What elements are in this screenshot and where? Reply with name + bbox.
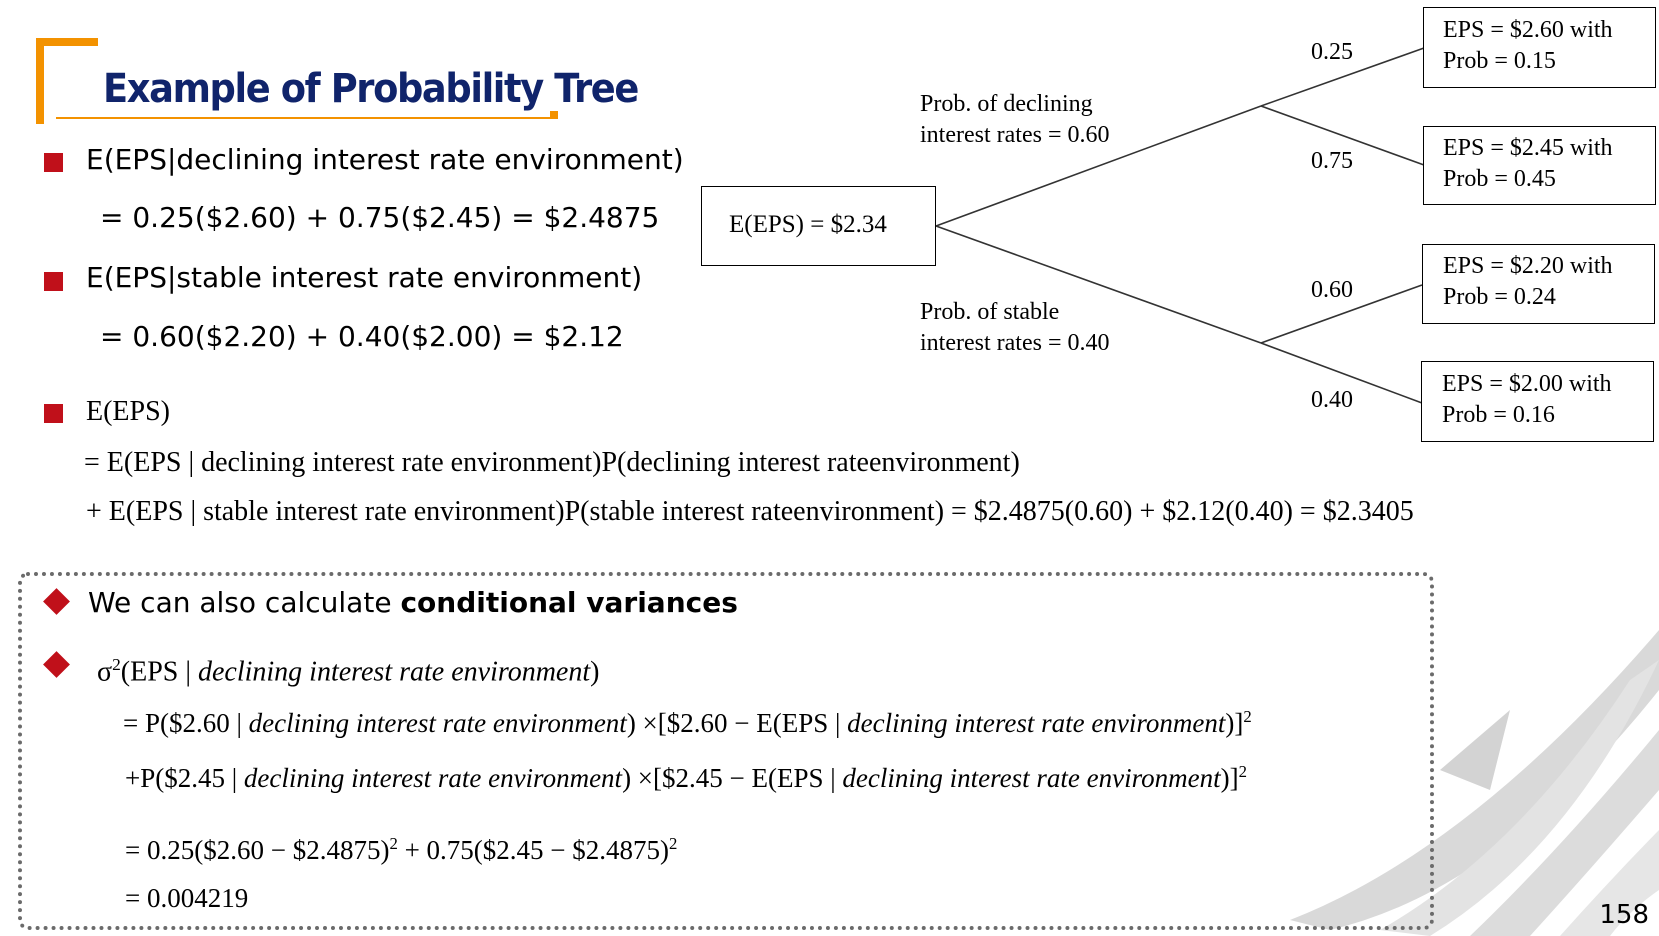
branch-declining-label-line-2: interest rates = 0.60 [920,122,1110,148]
square-exponent: 2 [1238,762,1247,781]
outcome-box [1421,361,1654,442]
variance-line-3: = 0.25($2.60 − $2.4875)2 + 0.75($2.45 − … [125,834,677,866]
decorative-swoosh [1290,630,1659,936]
stable-expectation-calc: = 0.60($2.20) + 0.40($2.00) = $2.12 [100,320,624,353]
variance-close-paren: ) [590,656,600,688]
branch-prob-0-40: 0.40 [1311,387,1353,413]
outcome-box [1422,244,1655,324]
outcome-eps: EPS = $2.60 with [1443,17,1613,43]
variance-line-2-c: )] [1220,763,1239,793]
outcome-prob: Prob = 0.24 [1443,284,1556,310]
variance-intro-bold: conditional variances [400,586,738,619]
variance-line-0-body: (EPS | [120,656,198,688]
outcome-label: EPS = $2.00 with Prob = 0.16 [1442,369,1612,431]
bullet-square [44,404,63,423]
branch-prob-0-75: 0.75 [1311,148,1353,174]
bullet-total-expectation: E(EPS) [86,396,170,427]
branch-declining-label: Prob. of declining interest rates = 0.60 [920,89,1109,151]
variance-line-1: = P($2.60 | declining interest rate envi… [123,707,1252,739]
variance-line-1-a: = P($2.60 | [123,708,249,738]
tree-root-label: E(EPS) = $2.34 [729,211,887,238]
tree-root-box [701,186,936,266]
bullet-declining-expectation: E(EPS|declining interest rate environmen… [86,143,684,176]
outcome-eps: EPS = $2.45 with [1443,135,1613,161]
variance-line-2-a: +P($2.45 | [125,763,244,793]
branch-declining-label-line-1: Prob. of declining [920,91,1093,117]
branch-prob-0-25: 0.25 [1311,39,1353,65]
sigma-exponent: 2 [112,655,121,674]
variance-line-3-a: = 0.25($2.60 − $2.4875) [125,835,390,865]
bullet-stable-expectation: E(EPS|stable interest rate environment) [86,261,643,294]
variance-context: declining interest rate environment [243,763,623,793]
outcome-eps: EPS = $2.20 with [1443,253,1613,279]
variance-context: declining interest rate environment [847,708,1226,738]
bullet-square [44,153,63,172]
outcome-box [1423,126,1656,205]
variance-line-3-b: + 0.75($2.45 − $2.4875) [397,835,669,865]
variance-line-1-c: )] [1225,708,1244,738]
page-title: Example of Probability Tree [103,66,639,112]
conditional-variance-box [18,572,1434,930]
outcome-prob: Prob = 0.16 [1442,402,1555,428]
page-number: 158 [1599,900,1649,930]
outcome-eps: EPS = $2.00 with [1442,371,1612,397]
outcome-prob: Prob = 0.15 [1443,48,1556,74]
variance-context: declining interest rate environment [197,656,591,688]
probability-tree-lines [935,47,1425,404]
variance-intro: We can also calculate conditional varian… [88,586,738,619]
outcome-label: EPS = $2.20 with Prob = 0.24 [1443,251,1613,313]
square-exponent: 2 [389,834,398,853]
sigma-symbol: σ [97,656,113,688]
variance-result: = 0.004219 [125,883,249,913]
square-exponent: 2 [669,834,678,853]
bullet-square [44,272,63,291]
variance-context: declining interest rate environment [248,708,627,738]
variance-line-0: σ2(EPS | declining interest rate environ… [97,655,599,688]
total-expectation-line-2: + E(EPS | stable interest rate environme… [86,496,1414,527]
outcome-box [1423,7,1656,88]
branch-stable-label-line-1: Prob. of stable [920,299,1060,325]
outcome-prob: Prob = 0.45 [1443,166,1556,192]
branch-stable-label: Prob. of stable interest rates = 0.40 [920,297,1109,359]
variance-intro-text: We can also calculate [88,586,401,619]
variance-line-2-b: ) ×[$2.45 − E(EPS | [622,763,843,793]
title-bracket-accent [36,38,558,124]
branch-prob-0-60: 0.60 [1311,277,1353,303]
declining-expectation-calc: = 0.25($2.60) + 0.75($2.45) = $2.4875 [100,201,660,234]
branch-stable-label-line-2: interest rates = 0.40 [920,330,1110,356]
variance-context: declining interest rate environment [842,763,1221,793]
variance-line-1-b: ) ×[$2.60 − E(EPS | [626,708,848,738]
variance-line-2: +P($2.45 | declining interest rate envir… [125,762,1247,794]
outcome-label: EPS = $2.45 with Prob = 0.45 [1443,133,1613,195]
outcome-label: EPS = $2.60 with Prob = 0.15 [1443,15,1613,77]
square-exponent: 2 [1243,707,1252,726]
total-expectation-line-1: = E(EPS | declining interest rate enviro… [84,447,1020,478]
